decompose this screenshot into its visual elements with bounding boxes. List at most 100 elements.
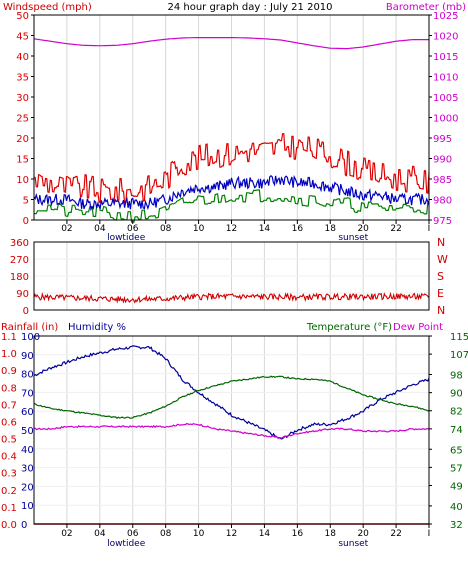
humidity-ytick-label-1: 10: [21, 501, 34, 512]
dir-compass-label-3: W: [437, 253, 448, 266]
wind-xtick-label-11: I: [428, 224, 431, 234]
rain-ytick-label-8: 0.8: [1, 383, 17, 394]
temp-xtick-label-11: I: [428, 529, 431, 539]
baro-ytick-label-7: 1010: [433, 73, 458, 84]
humidity-ytick-label-2: 20: [21, 482, 34, 493]
temp-ytick-label-2: 49: [450, 481, 463, 492]
wind-ytick-label-9: 45: [16, 32, 29, 43]
temp-ytick-label-9: 107: [450, 350, 468, 361]
wind-xtick-label-1: 04: [94, 224, 106, 234]
wind-xtick-label-8: 18: [325, 224, 337, 234]
humidity-ytick-label-9: 90: [21, 351, 34, 362]
wind-gust-line: [33, 133, 430, 204]
wind-xtick-label-6: 14: [259, 224, 271, 234]
temperature-line: [33, 375, 430, 419]
rain-ytick-label-0: 0.0: [1, 520, 17, 531]
baro-ytick-label-0: 975: [433, 216, 452, 227]
baro-ytick-label-9: 1020: [433, 32, 458, 43]
temp-ytick-label-1: 40: [450, 502, 463, 513]
dir-ytick-label-3: 270: [10, 255, 29, 266]
temp-xtick-label-3: 08: [160, 529, 172, 539]
annotation-sunset-top: sunset: [338, 233, 368, 243]
temp-ytick-label-10: 115: [450, 332, 468, 343]
wind-avg-line: [34, 189, 429, 223]
temp-ytick-label-5: 74: [450, 425, 463, 436]
wind-ytick-label-0: 0: [23, 216, 29, 227]
humidity-ytick-label-7: 70: [21, 388, 34, 399]
dewpoint-axis-title: Dew Point: [393, 322, 443, 333]
frame-layer: [31, 14, 432, 528]
temp-ytick-label-7: 90: [450, 389, 463, 400]
rain-ytick-label-4: 0.4: [1, 452, 17, 463]
rainfall-axis-title: Rainfall (in): [1, 322, 58, 333]
annotation-lowtide-bottom: lowtidee: [107, 539, 146, 549]
wind-xtick-label-9: 20: [357, 224, 369, 234]
temp-xtick-label-1: 04: [94, 529, 106, 539]
temp-xtick-label-7: 16: [292, 529, 304, 539]
baro-ytick-label-3: 990: [433, 155, 452, 166]
rain-ytick-label-5: 0.5: [1, 435, 17, 446]
rain-ytick-label-2: 0.2: [1, 486, 17, 497]
dir-compass-label-2: S: [437, 270, 444, 283]
humidity-axis-title: Humidity %: [68, 322, 126, 333]
temp-xtick-label-0: 02: [61, 529, 72, 539]
temp-ytick-label-6: 82: [450, 407, 463, 418]
header-left-label: Windspeed (mph): [3, 2, 92, 13]
wind-ytick-label-1: 5: [23, 196, 29, 207]
rain-ytick-label-11: 1.1: [1, 332, 17, 343]
temp-xtick-label-5: 12: [226, 529, 237, 539]
rain-ytick-label-9: 0.9: [1, 366, 17, 377]
wind-ytick-label-5: 25: [16, 114, 29, 125]
temp-ytick-label-4: 65: [450, 445, 463, 456]
dir-ytick-label-0: 0: [23, 306, 29, 317]
temp-xtick-label-4: 10: [193, 529, 205, 539]
dir-ytick-label-4: 360: [10, 238, 29, 249]
wind-ytick-label-8: 40: [16, 52, 29, 63]
wind-ytick-label-6: 30: [16, 93, 29, 104]
wind-xtick-label-7: 16: [292, 224, 304, 234]
wind-mean-line: [33, 174, 430, 212]
dewpoint-line: [33, 422, 430, 439]
dir-compass-label-1: E: [437, 287, 444, 300]
temperature-axis-title: Temperature (°F): [306, 322, 392, 333]
wind-xtick-label-5: 12: [226, 224, 237, 234]
label-layer: Windspeed (mph) 24 hour graph day : July…: [1, 2, 468, 549]
humidity-ytick-label-10: 100: [21, 332, 40, 343]
baro-ytick-label-5: 1000: [433, 114, 458, 125]
header-right-label: Barometer (mb): [386, 2, 466, 13]
baro-ytick-label-2: 985: [433, 175, 452, 186]
baro-ytick-label-4: 995: [433, 134, 452, 145]
dir-frame: [33, 241, 430, 311]
barometer-line: [33, 37, 429, 50]
header-title: 24 hour graph day : July 21 2010: [167, 2, 332, 13]
baro-ytick-label-6: 1005: [433, 93, 458, 104]
humidity-ytick-label-5: 50: [21, 426, 34, 437]
rain-ytick-label-1: 0.1: [1, 503, 17, 514]
wind-ytick-label-2: 10: [16, 175, 29, 186]
humidity-ytick-label-3: 30: [21, 464, 34, 475]
temp-xtick-label-10: 22: [390, 529, 401, 539]
wind-ytick-label-3: 15: [16, 155, 29, 166]
temp-ytick-label-3: 57: [450, 463, 463, 474]
temp-ytick-label-8: 98: [450, 371, 463, 382]
wind-ytick-label-4: 20: [16, 134, 29, 145]
rain-ytick-label-6: 0.6: [1, 417, 17, 428]
wind-xtick-label-10: 22: [390, 224, 401, 234]
dir-compass-label-0: N: [437, 304, 445, 317]
wind-xtick-label-2: 06: [127, 224, 139, 234]
humidity-ytick-label-6: 60: [21, 407, 34, 418]
temp-xtick-label-6: 14: [259, 529, 271, 539]
annotation-sunset-bottom: sunset: [338, 539, 368, 549]
baro-ytick-label-10: 1025: [433, 11, 458, 22]
dir-ytick-label-1: 90: [16, 289, 29, 300]
humidity-line: [33, 345, 430, 440]
humidity-ytick-label-8: 80: [21, 370, 34, 381]
wind-direction-line: [33, 291, 430, 304]
wind-xtick-label-0: 02: [61, 224, 72, 234]
rain-ytick-label-3: 0.3: [1, 469, 17, 480]
wind-ytick-label-7: 35: [16, 73, 29, 84]
temp-xtick-label-9: 20: [357, 529, 369, 539]
wind-ytick-label-10: 50: [16, 11, 29, 22]
